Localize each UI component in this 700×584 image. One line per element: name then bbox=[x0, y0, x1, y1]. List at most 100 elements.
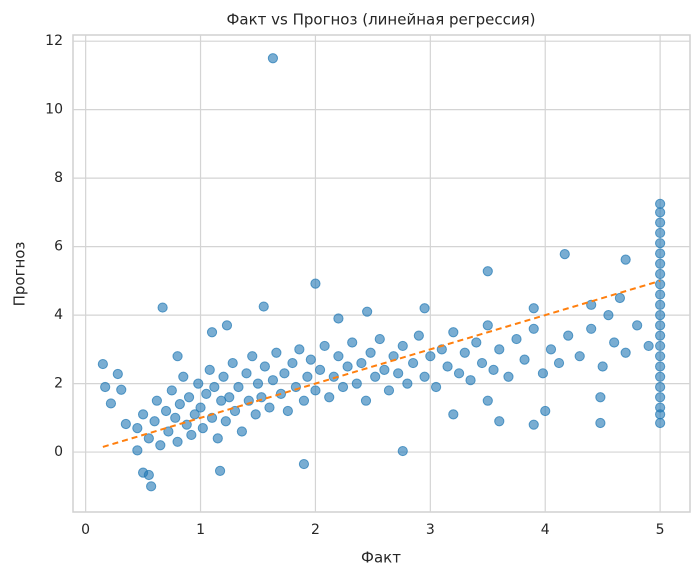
y-axis-label: Прогноз bbox=[11, 242, 29, 307]
x-tick-label: 3 bbox=[426, 522, 435, 538]
point bbox=[212, 433, 223, 444]
point bbox=[314, 364, 326, 375]
point bbox=[183, 392, 195, 403]
point bbox=[310, 385, 321, 396]
point bbox=[186, 429, 197, 441]
point bbox=[620, 254, 631, 265]
point bbox=[172, 351, 183, 362]
point bbox=[351, 378, 362, 389]
point bbox=[609, 337, 620, 348]
y-tick-label: 10 bbox=[45, 102, 63, 118]
point bbox=[224, 392, 235, 403]
point bbox=[287, 357, 298, 369]
point bbox=[267, 375, 279, 386]
point bbox=[655, 402, 666, 413]
point bbox=[252, 378, 264, 389]
point bbox=[655, 258, 666, 269]
point bbox=[220, 416, 231, 427]
point bbox=[482, 266, 493, 277]
point bbox=[430, 381, 442, 393]
point bbox=[397, 340, 408, 352]
chart-title: Факт vs Прогноз (линейная регрессия) bbox=[227, 11, 536, 29]
point bbox=[157, 302, 168, 313]
point bbox=[494, 416, 505, 427]
point bbox=[655, 340, 666, 352]
y-tick-label: 12 bbox=[45, 33, 63, 49]
point bbox=[597, 361, 608, 372]
y-tick-label: 2 bbox=[54, 376, 63, 392]
point bbox=[471, 337, 482, 348]
point bbox=[393, 368, 404, 379]
point bbox=[201, 388, 212, 399]
point bbox=[614, 292, 626, 304]
point bbox=[559, 249, 570, 260]
point bbox=[365, 347, 376, 358]
y-tick-label: 6 bbox=[54, 239, 63, 255]
point bbox=[643, 340, 654, 352]
point bbox=[540, 405, 551, 417]
point bbox=[407, 357, 419, 369]
point bbox=[356, 357, 367, 369]
point bbox=[574, 351, 585, 362]
point bbox=[227, 357, 238, 369]
point bbox=[267, 53, 279, 64]
point bbox=[209, 381, 220, 393]
point bbox=[155, 440, 166, 451]
y-tick-label: 0 bbox=[54, 444, 63, 460]
point bbox=[362, 306, 373, 317]
point bbox=[294, 344, 305, 355]
point bbox=[333, 313, 344, 324]
point bbox=[172, 436, 183, 447]
point bbox=[655, 361, 666, 372]
y-tick-label: 8 bbox=[54, 170, 63, 186]
point bbox=[206, 327, 218, 338]
x-tick-label: 4 bbox=[541, 522, 550, 538]
point bbox=[143, 469, 154, 481]
point bbox=[655, 268, 666, 280]
point bbox=[151, 395, 162, 406]
point bbox=[193, 378, 204, 389]
point bbox=[302, 371, 313, 382]
point bbox=[655, 207, 666, 218]
point bbox=[137, 409, 149, 420]
point bbox=[655, 310, 666, 321]
point bbox=[655, 198, 666, 209]
point bbox=[218, 371, 229, 382]
point bbox=[419, 303, 430, 314]
x-tick-label: 1 bbox=[196, 522, 205, 538]
point bbox=[120, 418, 131, 430]
point bbox=[221, 320, 233, 331]
point bbox=[379, 364, 390, 375]
point bbox=[476, 357, 488, 369]
point bbox=[197, 423, 208, 434]
point bbox=[494, 344, 505, 355]
point bbox=[97, 358, 108, 370]
point bbox=[214, 465, 226, 477]
point bbox=[397, 445, 408, 457]
point bbox=[178, 371, 189, 382]
point bbox=[586, 323, 597, 334]
point bbox=[595, 392, 606, 403]
point bbox=[342, 361, 353, 372]
point bbox=[442, 361, 453, 372]
point bbox=[166, 385, 177, 396]
point bbox=[528, 303, 539, 314]
point bbox=[655, 289, 666, 300]
point bbox=[655, 320, 666, 331]
point bbox=[241, 368, 252, 379]
point bbox=[112, 368, 123, 380]
point bbox=[425, 351, 436, 362]
point bbox=[655, 238, 666, 249]
point bbox=[383, 385, 395, 396]
point bbox=[655, 217, 666, 228]
point bbox=[143, 433, 154, 444]
x-axis-label: Факт bbox=[361, 549, 401, 567]
point bbox=[258, 301, 269, 312]
point bbox=[537, 368, 549, 379]
point bbox=[310, 278, 321, 289]
point bbox=[247, 351, 258, 362]
point bbox=[160, 405, 172, 417]
point bbox=[305, 354, 316, 365]
point bbox=[264, 402, 275, 413]
